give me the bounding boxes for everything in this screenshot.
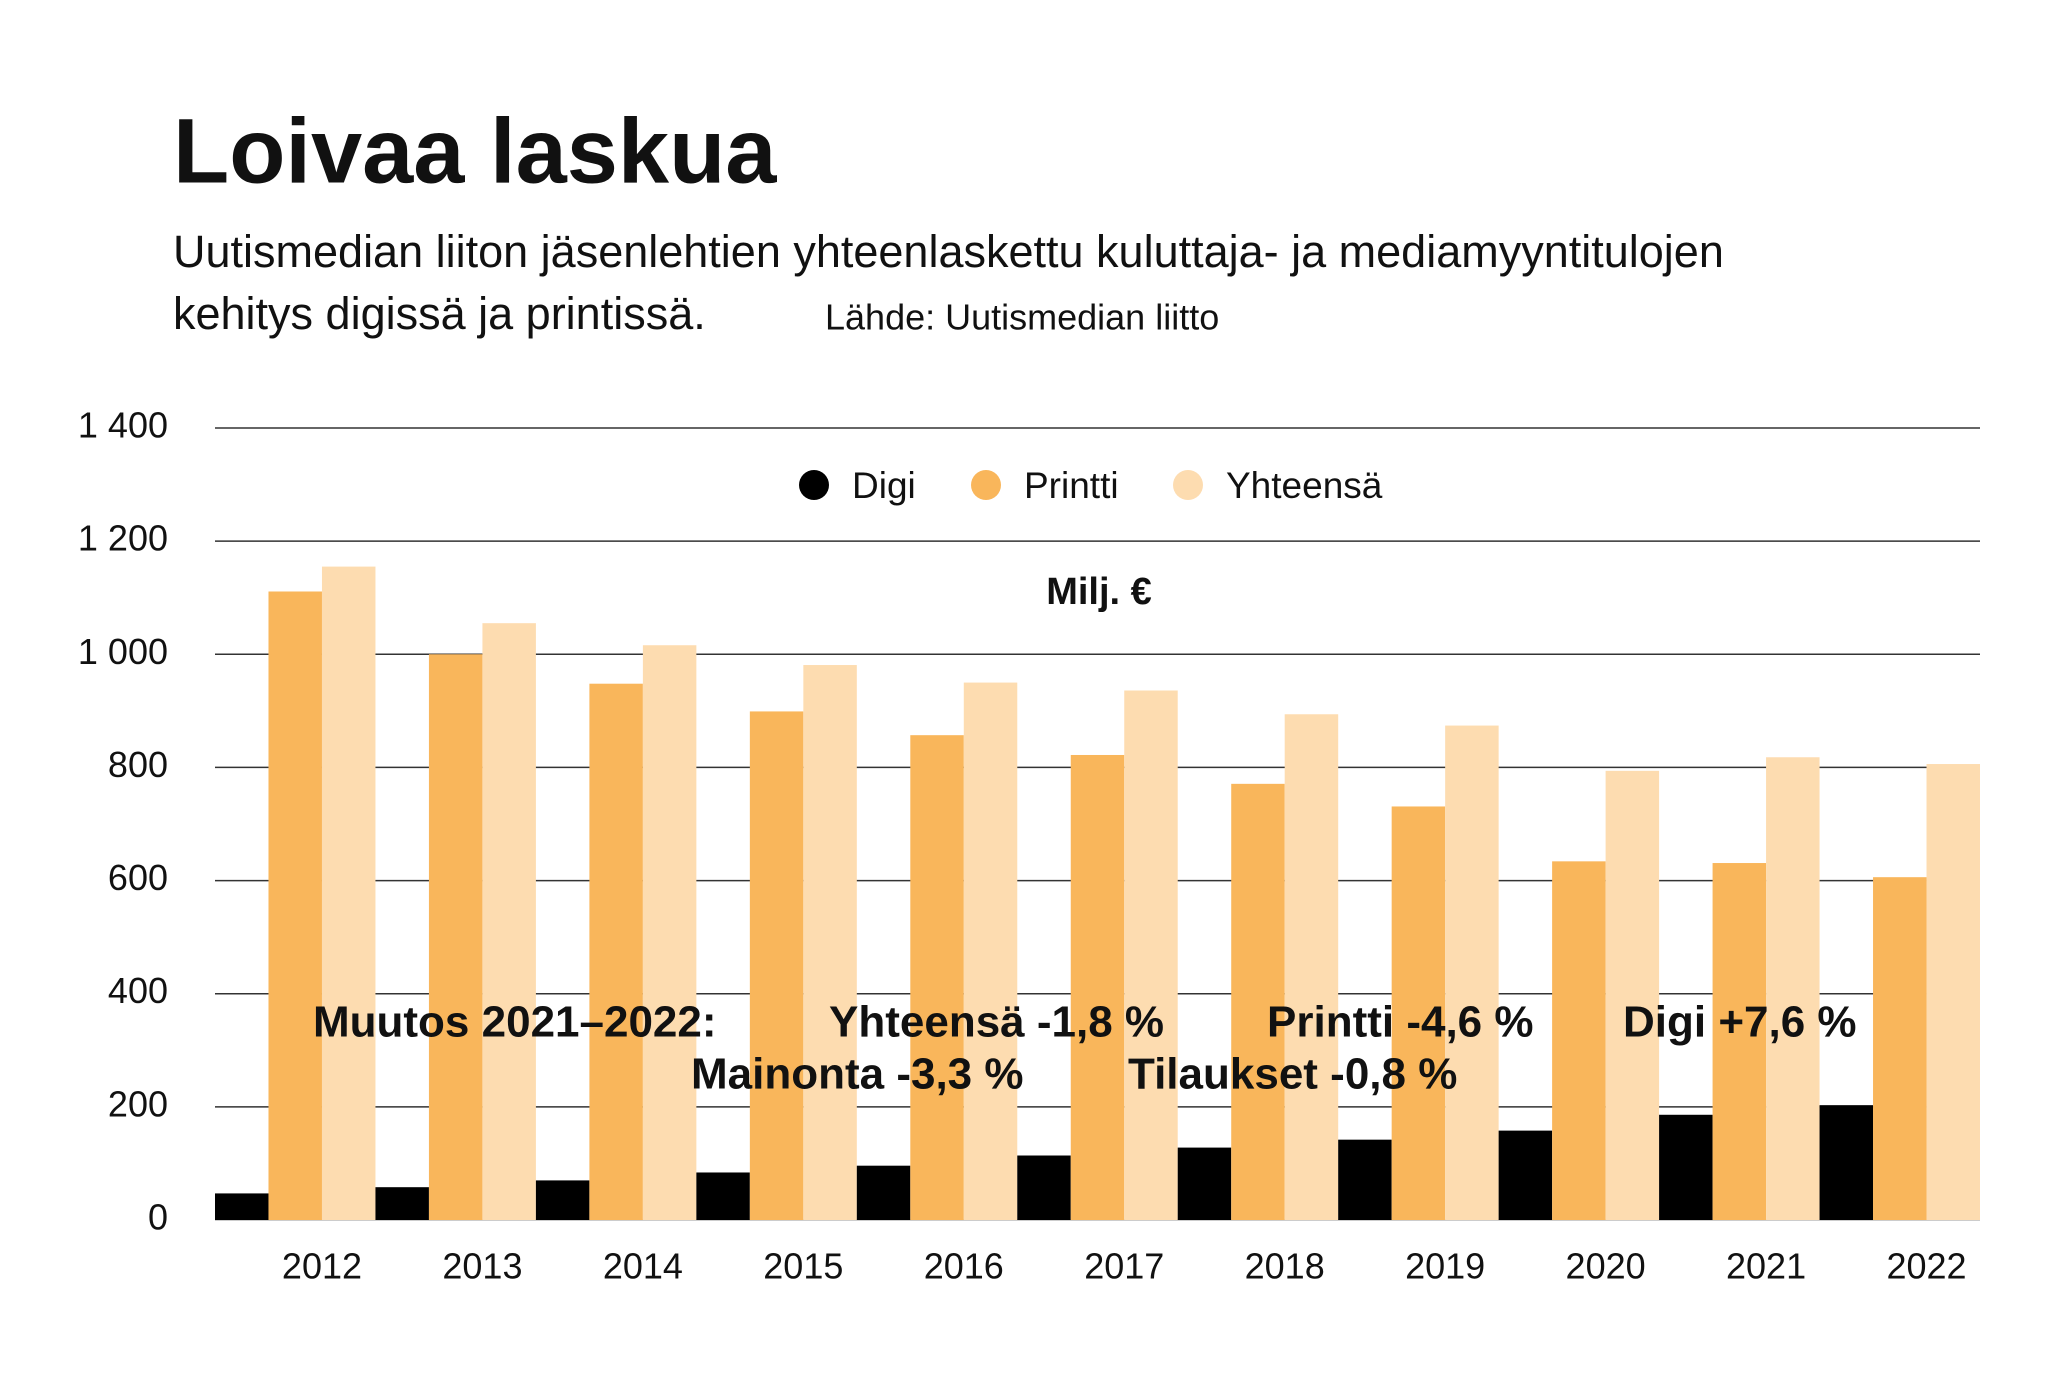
bar xyxy=(1873,877,1927,1220)
source: Lähde: Uutismedian liitto xyxy=(825,297,1219,338)
legend-label: Yhteensä xyxy=(1226,465,1383,506)
x-tick-label: 2018 xyxy=(1245,1246,1325,1287)
bar xyxy=(1605,770,1660,1220)
bar xyxy=(482,623,536,1220)
bar xyxy=(749,711,804,1220)
bar xyxy=(803,665,857,1220)
bar xyxy=(268,591,322,1220)
legend-label: Digi xyxy=(852,465,916,506)
legend-label: Printti xyxy=(1024,465,1119,506)
y-tick-label: 400 xyxy=(108,970,168,1011)
bar xyxy=(1017,1155,1071,1220)
bar xyxy=(1552,861,1606,1220)
y-tick-label: 800 xyxy=(108,744,168,785)
annotation: Tilaukset -0,8 % xyxy=(1128,1050,1457,1099)
bar xyxy=(1070,754,1125,1220)
bar xyxy=(1819,1105,1874,1220)
bar xyxy=(1284,714,1339,1220)
bar xyxy=(1498,1130,1553,1220)
subtitle: kehitys digissä ja printissä. xyxy=(173,288,706,339)
annotation: Digi +7,6 % xyxy=(1623,998,1857,1047)
x-tick-label: 2019 xyxy=(1405,1246,1485,1287)
x-tick-label: 2017 xyxy=(1084,1246,1164,1287)
y-tick-label: 0 xyxy=(148,1197,168,1238)
bar xyxy=(1926,764,1980,1220)
bar xyxy=(963,682,1018,1220)
x-tick-label: 2015 xyxy=(763,1246,843,1287)
annotation: Muutos 2021–2022: xyxy=(313,998,717,1047)
y-tick-label: 200 xyxy=(108,1083,168,1124)
bar xyxy=(428,654,483,1220)
bar xyxy=(642,645,697,1220)
bar xyxy=(856,1165,911,1220)
unit-label: Milj. € xyxy=(1046,571,1152,613)
legend-marker xyxy=(1173,470,1203,500)
legend-marker xyxy=(971,470,1001,500)
bar xyxy=(1338,1139,1392,1220)
annotation: Printti -4,6 % xyxy=(1267,998,1534,1047)
bar xyxy=(535,1180,590,1220)
y-tick-label: 1 400 xyxy=(78,405,168,446)
x-tick-label: 2016 xyxy=(924,1246,1004,1287)
x-tick-label: 2014 xyxy=(603,1246,683,1287)
bar xyxy=(1445,725,1499,1220)
legend-marker xyxy=(799,470,829,500)
chart-title: Loivaa laskua xyxy=(173,100,777,202)
bar xyxy=(1391,806,1446,1220)
bar xyxy=(215,1193,269,1220)
bar xyxy=(1177,1147,1232,1220)
bar xyxy=(910,735,964,1220)
bar xyxy=(375,1187,429,1220)
x-tick-label: 2020 xyxy=(1566,1246,1646,1287)
bar xyxy=(1712,863,1767,1220)
y-tick-label: 1 200 xyxy=(78,518,168,559)
bar xyxy=(696,1172,750,1220)
y-tick-label: 600 xyxy=(108,857,168,898)
x-tick-label: 2013 xyxy=(442,1246,522,1287)
x-tick-label: 2022 xyxy=(1886,1246,1966,1287)
bar xyxy=(589,683,643,1220)
annotation: Yhteensä -1,8 % xyxy=(829,998,1164,1047)
subtitle: Uutismedian liiton jäsenlehtien yhteenla… xyxy=(173,226,1724,277)
x-tick-label: 2012 xyxy=(282,1246,362,1287)
annotation: Mainonta -3,3 % xyxy=(691,1050,1024,1099)
bar xyxy=(1766,757,1820,1220)
y-tick-label: 1 000 xyxy=(78,631,168,672)
bar xyxy=(1659,1114,1713,1220)
bar xyxy=(1231,783,1285,1220)
x-tick-label: 2021 xyxy=(1726,1246,1806,1287)
bar xyxy=(321,566,376,1220)
bar xyxy=(1124,690,1178,1220)
